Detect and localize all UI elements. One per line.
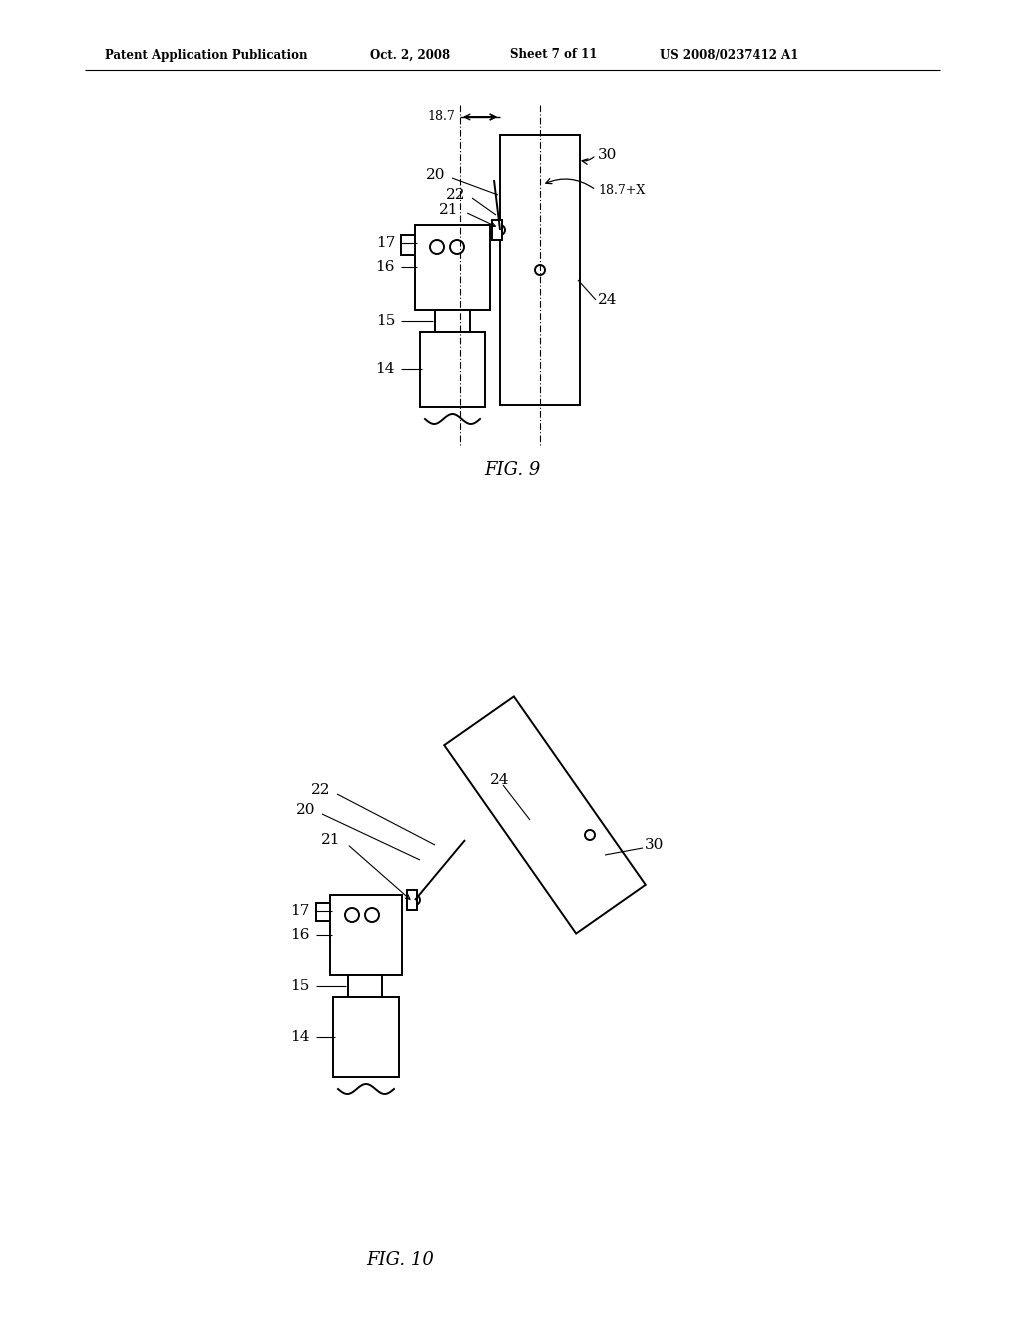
Circle shape: [345, 908, 359, 921]
Text: 16: 16: [291, 928, 310, 942]
Text: 16: 16: [376, 260, 395, 275]
Text: 15: 15: [291, 979, 310, 993]
Text: 17: 17: [376, 236, 395, 249]
Circle shape: [585, 830, 595, 840]
Text: 24: 24: [490, 774, 510, 787]
Circle shape: [365, 908, 379, 921]
Text: 30: 30: [645, 838, 665, 851]
Text: 20: 20: [296, 803, 315, 817]
Circle shape: [535, 265, 545, 275]
Bar: [348, 975, 382, 997]
Text: 14: 14: [376, 362, 395, 376]
Text: 17: 17: [291, 904, 310, 917]
Circle shape: [410, 895, 420, 906]
Text: Patent Application Publication: Patent Application Publication: [105, 49, 307, 62]
Text: 14: 14: [291, 1030, 310, 1044]
Text: 22: 22: [310, 783, 330, 797]
Text: Sheet 7 of 11: Sheet 7 of 11: [510, 49, 597, 62]
Text: 30: 30: [598, 148, 617, 162]
Text: 18.7: 18.7: [427, 111, 455, 124]
Polygon shape: [444, 697, 646, 933]
Text: 15: 15: [376, 314, 395, 327]
Bar: [407, 890, 417, 909]
Text: Oct. 2, 2008: Oct. 2, 2008: [370, 49, 451, 62]
Text: 24: 24: [598, 293, 617, 308]
Text: 20: 20: [426, 168, 445, 182]
Text: 21: 21: [438, 203, 458, 216]
Circle shape: [430, 240, 444, 253]
Bar: [330, 895, 402, 975]
Circle shape: [495, 224, 505, 235]
Bar: [492, 220, 502, 240]
Bar: [420, 333, 485, 407]
Text: 18.7+X: 18.7+X: [598, 183, 645, 197]
Bar: [316, 903, 330, 921]
Bar: [333, 997, 399, 1077]
Bar: [500, 135, 580, 405]
Text: FIG. 10: FIG. 10: [366, 1251, 434, 1269]
Bar: [435, 310, 470, 333]
Bar: [415, 224, 490, 310]
Text: FIG. 9: FIG. 9: [483, 461, 541, 479]
Bar: [401, 235, 415, 255]
Text: US 2008/0237412 A1: US 2008/0237412 A1: [660, 49, 799, 62]
Text: 21: 21: [321, 833, 340, 847]
Circle shape: [450, 240, 464, 253]
Text: 22: 22: [445, 187, 465, 202]
